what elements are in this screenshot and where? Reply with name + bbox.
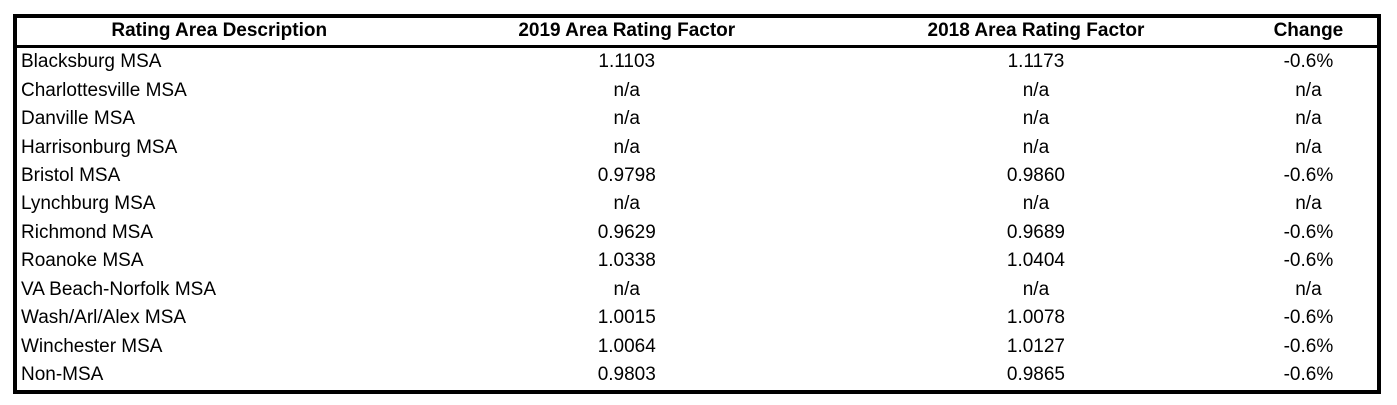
cell-area-name: Harrisonburg MSA	[21, 136, 178, 158]
cell-value: -0.6%	[1283, 164, 1334, 186]
cell-value: 0.9629	[597, 221, 656, 243]
table-row: Danville MSA n/a n/a n/a	[15, 105, 1379, 133]
cell-value: 0.9803	[597, 364, 656, 386]
cell-value: 0.9798	[597, 164, 656, 186]
cell-area-name: Wash/Arl/Alex MSA	[21, 307, 187, 329]
cell-value: n/a	[1022, 79, 1050, 101]
header-row: Rating Area Description 2019 Area Rating…	[15, 16, 1379, 48]
table-body: Blacksburg MSA 1.1103 1.1173 -0.6% Charlotte…	[15, 46, 1379, 392]
cell-area-name: VA Beach-Norfolk MSA	[21, 278, 217, 300]
cell-value: n/a	[613, 193, 640, 215]
cell-value: n/a	[1295, 278, 1322, 300]
cell-value: -0.6%	[1283, 364, 1334, 386]
cell-value: -0.6%	[1283, 307, 1334, 329]
cell-area-name: Lynchburg MSA	[21, 193, 156, 215]
cell-value: n/a	[613, 278, 640, 300]
rating-area-table-container: Rating Area Description 2019 Area Rating…	[13, 14, 1381, 394]
col-header-2019-area-rating-factor: 2019 Area Rating Factor	[421, 16, 833, 48]
col-header-change: Change	[1239, 16, 1379, 48]
cell-value: n/a	[1022, 108, 1050, 130]
table-row: Non-MSA 0.9803 0.9865 -0.6%	[15, 361, 1379, 392]
col-header-2018-area-rating-factor: 2018 Area Rating Factor	[832, 16, 1240, 48]
cell-value: 1.0015	[597, 307, 656, 329]
table-row: Winchester MSA 1.0064 1.0127 -0.6%	[15, 332, 1379, 360]
cell-area-name: Roanoke MSA	[21, 250, 144, 272]
table-row: VA Beach-Norfolk MSA n/a n/a n/a	[15, 276, 1379, 304]
rating-area-table: Rating Area Description 2019 Area Rating…	[13, 14, 1381, 394]
cell-value: n/a	[613, 136, 640, 158]
cell-value: n/a	[1295, 108, 1322, 130]
cell-value: -0.6%	[1283, 335, 1334, 357]
table-row: Lynchburg MSA n/a n/a n/a	[15, 190, 1379, 218]
cell-value: 1.1173	[1007, 50, 1065, 72]
cell-area-name: Danville MSA	[21, 108, 136, 130]
cell-value: 1.0064	[597, 335, 656, 357]
table-row: Richmond MSA 0.9629 0.9689 -0.6%	[15, 219, 1379, 247]
col-header-rating-area-description: Rating Area Description	[15, 16, 422, 48]
table-row: Blacksburg MSA 1.1103 1.1173 -0.6%	[15, 46, 1379, 76]
cell-area-name: Non-MSA	[21, 364, 104, 386]
cell-value: 1.0127	[1006, 335, 1065, 357]
table-row: Roanoke MSA 1.0338 1.0404 -0.6%	[15, 247, 1379, 275]
cell-value: 1.0404	[1006, 250, 1065, 272]
cell-value: n/a	[1295, 193, 1322, 215]
table-row: Bristol MSA 0.9798 0.9860 -0.6%	[15, 162, 1379, 190]
cell-value: 0.9865	[1006, 364, 1065, 386]
cell-value: 0.9860	[1006, 164, 1065, 186]
cell-value: -0.6%	[1283, 250, 1334, 272]
table-row: Wash/Arl/Alex MSA 1.0015 1.0078 -0.6%	[15, 304, 1379, 332]
cell-value: n/a	[1295, 79, 1322, 101]
cell-value: n/a	[613, 79, 640, 101]
table-row: Charlottesville MSA n/a n/a n/a	[15, 76, 1379, 104]
cell-value: 0.9689	[1006, 221, 1065, 243]
cell-value: -0.6%	[1283, 221, 1334, 243]
cell-value: n/a	[613, 108, 640, 130]
table-row: Harrisonburg MSA n/a n/a n/a	[15, 133, 1379, 161]
cell-value: 1.0078	[1006, 307, 1065, 329]
cell-value: 1.0338	[597, 250, 656, 272]
cell-value: n/a	[1022, 278, 1050, 300]
cell-value: n/a	[1022, 193, 1050, 215]
cell-value: n/a	[1022, 136, 1050, 158]
cell-area-name: Winchester MSA	[21, 335, 163, 357]
cell-value: n/a	[1295, 136, 1322, 158]
cell-value: 1.1103	[598, 50, 656, 72]
cell-area-name: Richmond MSA	[21, 221, 153, 243]
cell-area-name: Bristol MSA	[21, 164, 121, 186]
cell-value: -0.6%	[1283, 50, 1334, 72]
cell-area-name: Blacksburg MSA	[21, 50, 162, 72]
cell-area-name: Charlottesville MSA	[21, 79, 187, 101]
